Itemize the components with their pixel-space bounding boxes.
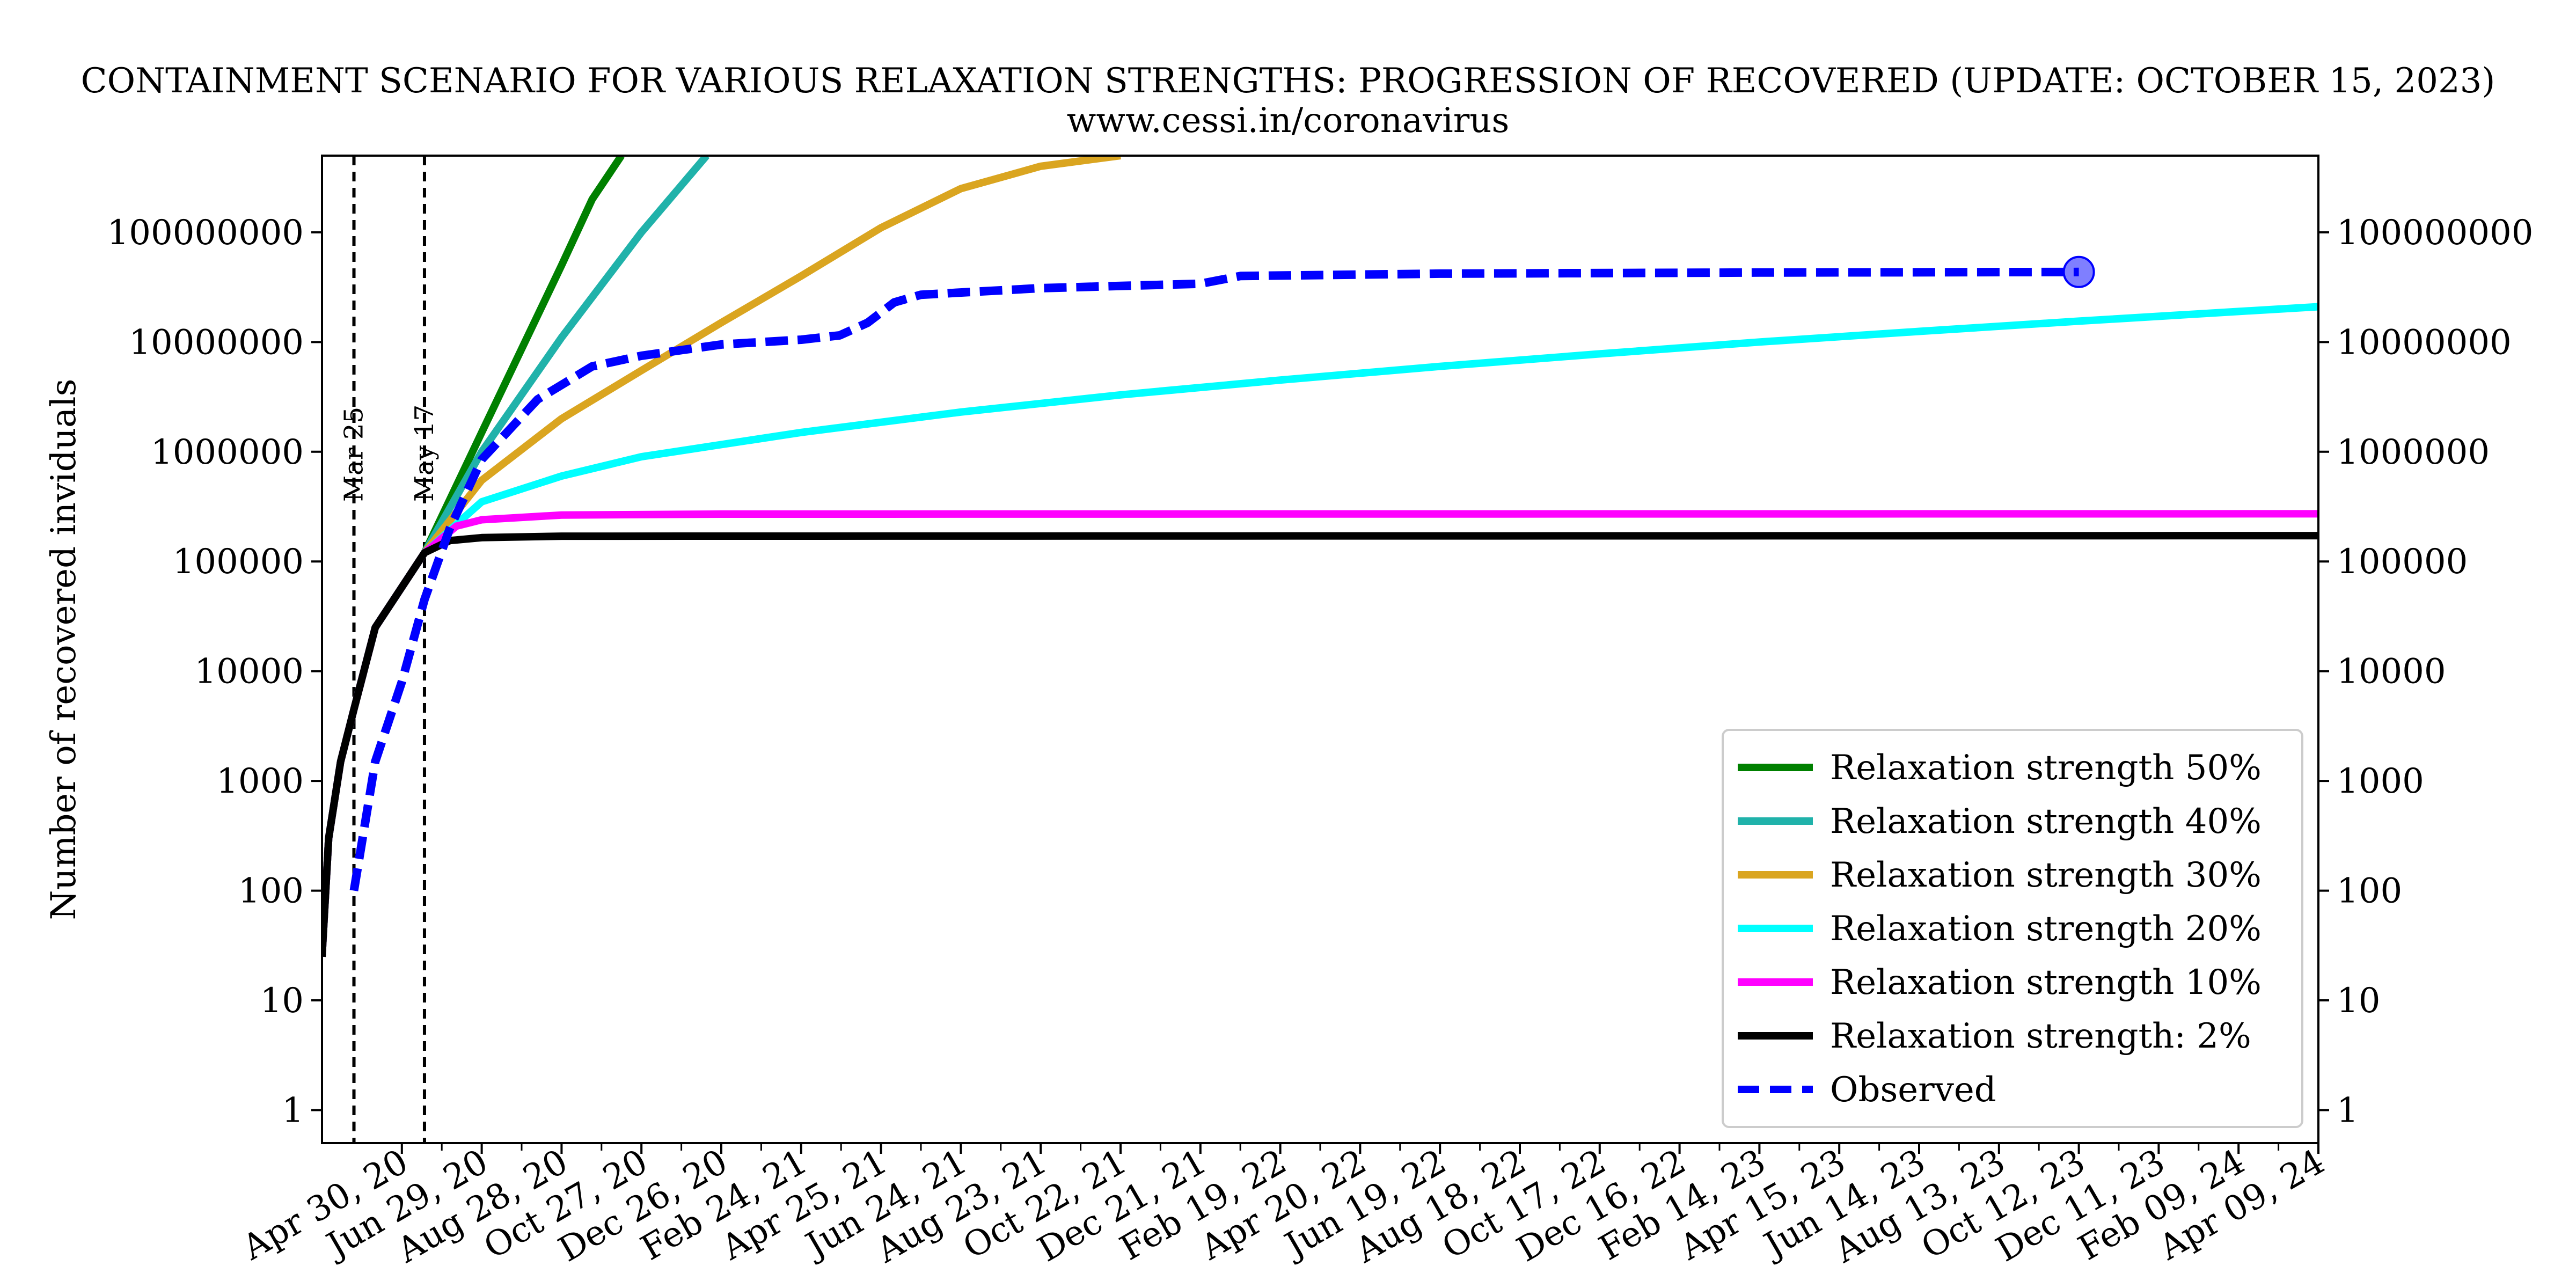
y-tick-label-right-1: 10	[2337, 981, 2380, 1021]
y-tick-label-left-2: 100	[238, 872, 304, 911]
y-tick-label-left-5: 100000	[173, 542, 304, 582]
observed-end-marker	[2062, 255, 2095, 288]
y-tick-label-right-4: 10000	[2337, 652, 2446, 692]
y-tick-label-right-7: 10000000	[2337, 323, 2512, 362]
legend-label-4: Relaxation strength 10%	[1830, 963, 2262, 1002]
y-tick-label-left-8: 100000000	[107, 213, 304, 253]
plot-area	[322, 156, 2318, 1143]
legend-label-5: Relaxation strength: 2%	[1830, 1016, 2251, 1056]
y-tick-label-right-3: 1000	[2337, 762, 2424, 801]
legend-label-1: Relaxation strength 40%	[1830, 802, 2262, 841]
series-line-5	[322, 532, 2318, 957]
chart-title: CONTAINMENT SCENARIO FOR VARIOUS RELAXAT…	[81, 61, 2496, 101]
y-tick-label-left-3: 1000	[216, 762, 304, 801]
series-line-6	[349, 267, 2079, 891]
legend: Relaxation strength 50% Relaxation streng…	[1722, 729, 2303, 1128]
legend-box	[1722, 729, 2303, 1128]
y-tick-label-left-6: 1000000	[151, 433, 304, 472]
y-tick-label-right-0: 1	[2337, 1091, 2359, 1130]
legend-label-2: Relaxation strength 30%	[1830, 855, 2262, 895]
vertical-line-label-1: May 17	[409, 405, 440, 502]
y-tick-label-right-6: 1000000	[2337, 433, 2490, 472]
y-tick-label-right-8: 100000000	[2337, 213, 2533, 253]
y-tick-label-left-0: 1	[282, 1091, 304, 1130]
legend-label-3: Relaxation strength 20%	[1830, 909, 2262, 949]
chart-subtitle: www.cessi.in/coronavirus	[1067, 101, 1510, 141]
y-tick-label-right-5: 100000	[2337, 542, 2468, 582]
y-tick-label-left-1: 10	[260, 981, 304, 1021]
y-tick-label-left-7: 10000000	[129, 323, 304, 362]
vertical-line-label-0: Mar 25	[339, 407, 369, 502]
y-tick-label-left-4: 10000	[194, 652, 304, 692]
y-tick-label-right-2: 100	[2337, 872, 2402, 911]
legend-label-0: Relaxation strength 50%	[1830, 748, 2262, 788]
y-axis-label: Number of recovered inviduals	[44, 379, 84, 920]
legend-label-6: Observed	[1830, 1070, 1996, 1110]
